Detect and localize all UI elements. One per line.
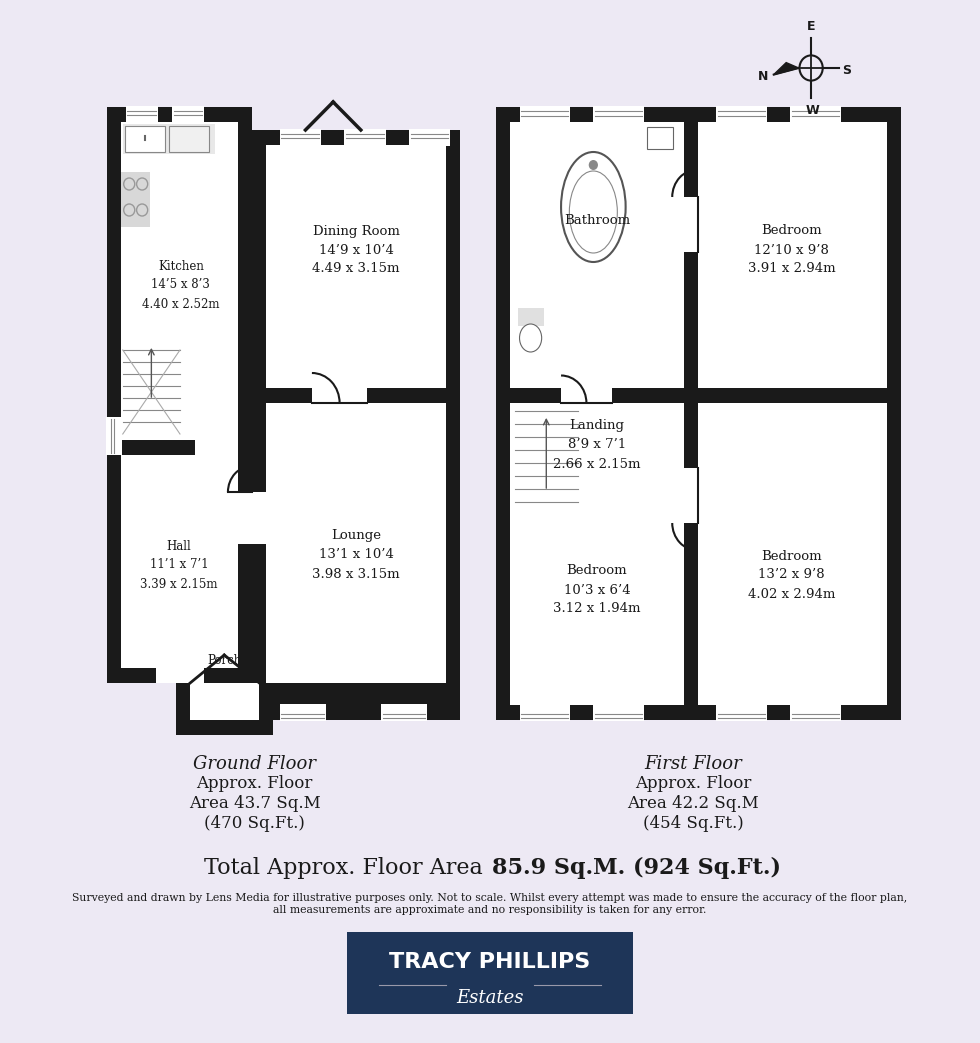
Bar	[121, 122, 238, 668]
Circle shape	[589, 160, 598, 170]
Bar	[716, 704, 766, 721]
Bar	[511, 388, 887, 403]
Text: Estates: Estates	[457, 989, 523, 1006]
Bar	[684, 122, 698, 388]
Text: Dining Room
14’9 x 10’4
4.49 x 3.15m: Dining Room 14’9 x 10’4 4.49 x 3.15m	[313, 224, 400, 275]
Bar	[238, 492, 266, 544]
Bar	[312, 388, 368, 403]
Text: Bedroom
13’2 x 9’8
4.02 x 2.94m: Bedroom 13’2 x 9’8 4.02 x 2.94m	[748, 550, 835, 601]
Text: W: W	[806, 104, 819, 117]
Text: Total Approx. Floor Area: Total Approx. Floor Area	[204, 857, 490, 879]
Bar	[593, 106, 644, 123]
Text: Approx. Floor: Approx. Floor	[635, 775, 752, 792]
Bar	[790, 704, 841, 721]
Bar	[106, 417, 122, 455]
Bar	[190, 683, 260, 720]
Bar	[279, 129, 321, 146]
Text: Ground Floor: Ground Floor	[193, 755, 317, 773]
Text: (470 Sq.Ft.): (470 Sq.Ft.)	[204, 815, 305, 832]
Bar	[252, 683, 460, 720]
Bar	[122, 124, 215, 154]
Bar	[266, 145, 446, 705]
Bar	[156, 668, 204, 683]
Bar	[517, 308, 544, 326]
Polygon shape	[774, 63, 799, 75]
Text: Lounge
13’1 x 10’4
3.98 x 3.15m: Lounge 13’1 x 10’4 3.98 x 3.15m	[313, 530, 400, 581]
Bar	[647, 127, 672, 149]
Ellipse shape	[569, 171, 617, 253]
Bar	[238, 107, 252, 130]
Bar	[409, 129, 451, 146]
Bar	[107, 107, 252, 683]
Bar	[121, 172, 151, 227]
Text: Bedroom
12’10 x 9’8
3.91 x 2.94m: Bedroom 12’10 x 9’8 3.91 x 2.94m	[748, 224, 836, 275]
Bar	[511, 122, 887, 705]
Bar	[169, 126, 210, 152]
Bar	[684, 403, 698, 705]
Text: N: N	[758, 71, 768, 83]
Text: E: E	[807, 20, 815, 33]
Bar	[519, 704, 570, 721]
Bar	[238, 145, 266, 668]
Bar	[561, 388, 612, 403]
Bar	[124, 126, 166, 152]
Bar	[279, 704, 325, 721]
Text: Landing
8’9 x 7’1
2.66 x 2.15m: Landing 8’9 x 7’1 2.66 x 2.15m	[554, 419, 641, 470]
Text: S: S	[843, 65, 852, 77]
Ellipse shape	[561, 152, 625, 262]
Text: Surveyed and drawn by Lens Media for illustrative purposes only. Not to scale. W: Surveyed and drawn by Lens Media for ill…	[73, 893, 907, 915]
Text: Bedroom
10’3 x 6’4
3.12 x 1.94m: Bedroom 10’3 x 6’4 3.12 x 1.94m	[554, 564, 641, 615]
Text: TRACY PHILLIPS: TRACY PHILLIPS	[389, 952, 591, 972]
Bar	[497, 107, 901, 720]
Bar	[176, 683, 273, 735]
Bar	[381, 704, 427, 721]
Bar	[125, 106, 158, 123]
Text: Kitchen
14’5 x 8’3
4.40 x 2.52m: Kitchen 14’5 x 8’3 4.40 x 2.52m	[142, 260, 220, 311]
Bar	[172, 106, 204, 123]
Text: 85.9 Sq.M. (924 Sq.Ft.): 85.9 Sq.M. (924 Sq.Ft.)	[492, 857, 781, 879]
Bar	[347, 932, 633, 1014]
Text: Porch: Porch	[207, 654, 241, 666]
Bar	[684, 197, 698, 252]
Bar	[252, 130, 460, 720]
Bar	[266, 388, 446, 403]
Bar	[121, 440, 195, 455]
Bar	[716, 106, 766, 123]
Ellipse shape	[519, 324, 542, 351]
Text: Area 42.2 Sq.M: Area 42.2 Sq.M	[627, 795, 759, 812]
Text: First Floor: First Floor	[644, 755, 742, 773]
Text: Bathroom: Bathroom	[564, 214, 630, 226]
Bar	[684, 468, 698, 523]
Bar	[593, 704, 644, 721]
Bar	[790, 106, 841, 123]
Bar	[344, 129, 386, 146]
Text: (454 Sq.Ft.): (454 Sq.Ft.)	[643, 815, 744, 832]
Bar	[519, 106, 570, 123]
Text: Approx. Floor: Approx. Floor	[197, 775, 313, 792]
Text: Area 43.7 Sq.M: Area 43.7 Sq.M	[189, 795, 320, 812]
Text: Hall
11’1 x 7’1
3.39 x 2.15m: Hall 11’1 x 7’1 3.39 x 2.15m	[140, 539, 218, 590]
